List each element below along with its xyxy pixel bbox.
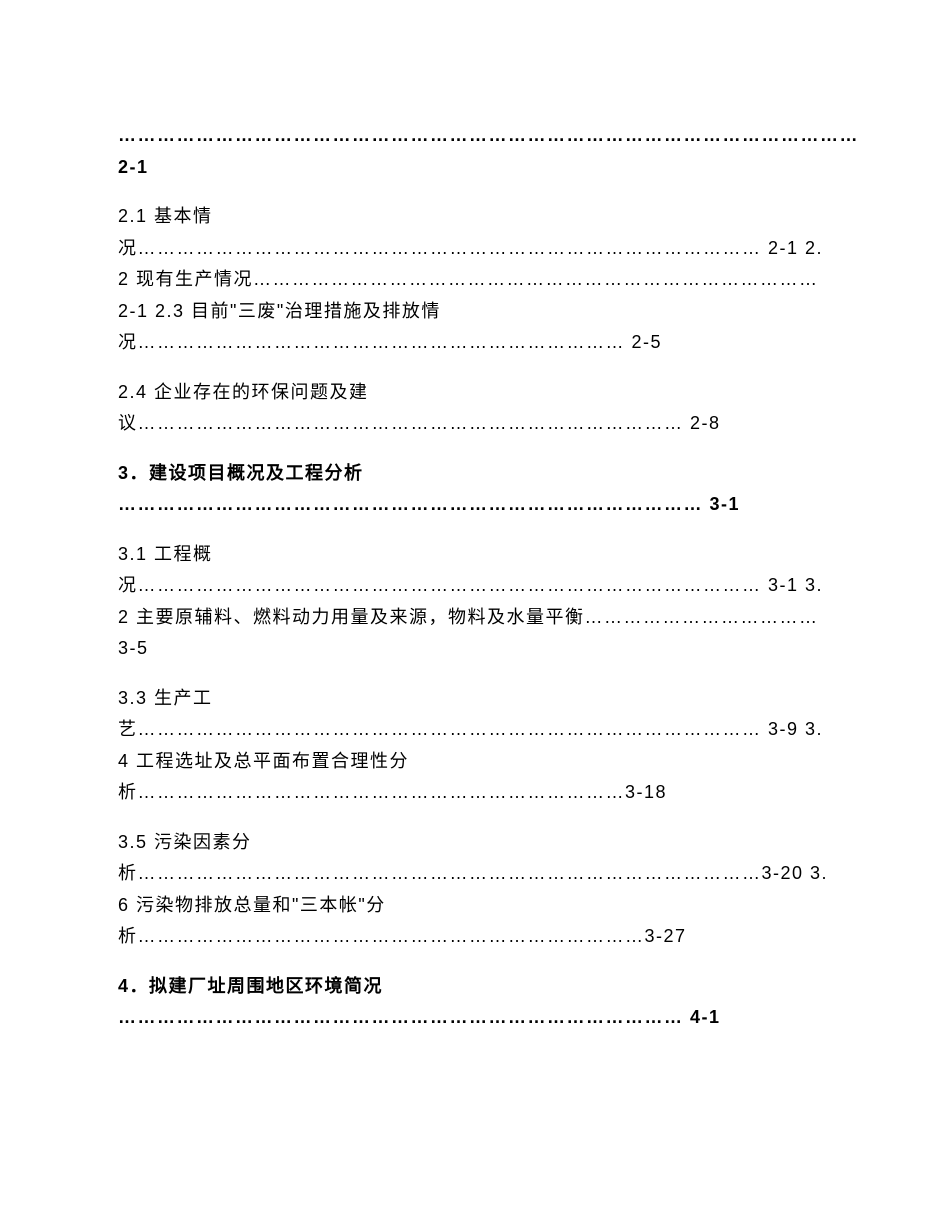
toc-entry: 4．拟建厂址周围地区环境简况 …………………………………………………………………… bbox=[118, 971, 832, 1034]
toc-entry: 2.1 基本情况……………………………………………………………………………………… bbox=[118, 201, 832, 359]
toc-entry: 3.3 生产工艺……………………………………………………………………………………… bbox=[118, 683, 832, 809]
toc-entry: 3.5 污染因素分析………………………………………………………………………………… bbox=[118, 827, 832, 953]
toc-entry: 3．建设项目概况及工程分析 ……………………………………………………………………… bbox=[118, 458, 832, 521]
toc-entry: …………………………………………………………………………………………………… 2… bbox=[118, 120, 832, 183]
toc-container: …………………………………………………………………………………………………… 2… bbox=[118, 120, 832, 1034]
toc-entry: 2.4 企业存在的环保问题及建议………………………………………………………………… bbox=[118, 377, 832, 440]
toc-entry: 3.1 工程概况……………………………………………………………………………………… bbox=[118, 539, 832, 665]
